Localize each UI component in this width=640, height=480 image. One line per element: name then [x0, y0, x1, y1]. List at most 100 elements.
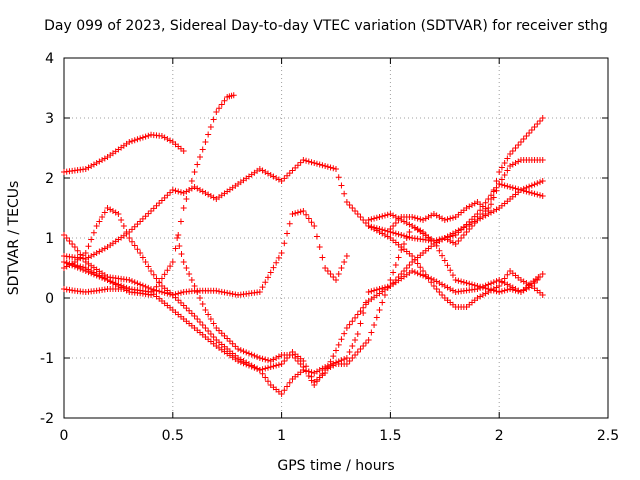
data-point	[191, 169, 198, 175]
data-point	[229, 340, 236, 347]
series-c	[61, 205, 350, 298]
data-point	[237, 359, 244, 366]
data-point	[335, 271, 342, 277]
data-point	[104, 277, 111, 283]
data-point	[498, 181, 505, 188]
data-point	[458, 235, 465, 241]
data-point	[428, 279, 435, 286]
data-point	[441, 235, 448, 241]
data-point	[316, 374, 323, 381]
data-point	[202, 325, 209, 331]
data-point	[526, 130, 533, 136]
data-point	[175, 290, 182, 297]
data-point	[256, 355, 263, 361]
data-point	[216, 288, 223, 295]
data-point	[403, 235, 410, 241]
data-point	[512, 145, 519, 151]
data-point	[218, 330, 225, 337]
data-point	[376, 307, 383, 313]
data-point	[493, 206, 500, 213]
data-point	[205, 311, 212, 318]
data-point	[515, 158, 522, 165]
data-point	[251, 352, 258, 359]
data-point	[205, 328, 212, 334]
data-point	[281, 358, 288, 364]
data-point	[158, 197, 165, 204]
data-point	[365, 337, 372, 343]
data-point	[273, 259, 280, 266]
data-point	[292, 355, 299, 361]
series-g	[174, 223, 546, 388]
data-point	[199, 301, 206, 307]
data-point	[324, 268, 331, 274]
y-axis: -2 -1 0 1 2 3 4	[40, 51, 608, 427]
data-point	[371, 287, 378, 294]
series-a	[61, 131, 187, 175]
data-point	[240, 348, 247, 355]
data-point	[384, 211, 391, 218]
data-point	[158, 289, 165, 295]
data-point	[316, 367, 323, 373]
data-point	[221, 97, 228, 104]
data-point	[479, 284, 486, 291]
data-point	[441, 217, 448, 223]
data-point	[142, 213, 149, 220]
data-point	[425, 275, 432, 282]
data-point	[101, 275, 108, 282]
data-point	[216, 105, 223, 112]
data-point	[275, 254, 282, 261]
data-point	[488, 209, 495, 216]
data-point	[392, 230, 399, 237]
data-point	[131, 242, 138, 249]
data-point	[509, 161, 516, 168]
data-point	[504, 271, 511, 278]
data-point	[368, 224, 375, 231]
data-point	[488, 287, 495, 294]
data-point	[308, 219, 315, 226]
data-point	[507, 163, 514, 169]
data-point	[210, 116, 217, 123]
data-point	[368, 288, 375, 295]
data-point	[61, 232, 67, 238]
data-point	[66, 238, 73, 244]
data-point	[466, 280, 473, 287]
data-point	[191, 184, 198, 190]
data-point	[507, 184, 514, 190]
data-point	[292, 210, 299, 217]
data-point	[137, 218, 144, 225]
data-point	[175, 297, 182, 304]
data-point	[539, 178, 546, 184]
data-point	[245, 362, 252, 369]
data-point	[406, 221, 413, 228]
data-point	[303, 368, 310, 375]
data-point	[180, 259, 187, 265]
data-point	[474, 217, 481, 223]
data-point	[71, 262, 78, 268]
data-point	[224, 335, 231, 342]
data-point	[373, 314, 380, 321]
data-point	[232, 343, 239, 350]
data-point	[172, 245, 179, 252]
data-point	[365, 223, 372, 229]
data-point	[254, 365, 261, 372]
data-point	[379, 213, 386, 220]
data-point	[232, 291, 239, 298]
data-point	[343, 355, 350, 361]
series-b	[61, 92, 237, 298]
data-point	[167, 137, 174, 144]
data-point	[207, 316, 214, 322]
data-point	[164, 267, 171, 274]
data-point	[85, 243, 92, 250]
data-point	[177, 218, 184, 225]
data-point	[354, 331, 361, 337]
data-point	[197, 319, 203, 325]
data-point	[112, 280, 119, 287]
data-point	[265, 378, 271, 385]
data-point	[512, 160, 519, 166]
data-point	[365, 289, 372, 295]
data-point	[148, 268, 155, 274]
data-point	[313, 368, 320, 375]
data-point	[191, 313, 198, 319]
data-point	[284, 230, 291, 237]
data-point	[398, 232, 405, 238]
